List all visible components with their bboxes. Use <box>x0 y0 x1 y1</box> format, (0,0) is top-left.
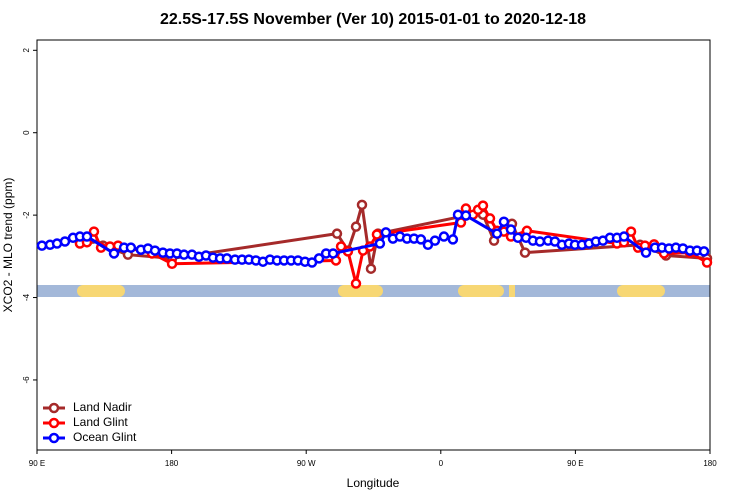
x-tick-label: 90 E <box>567 459 583 468</box>
series-point <box>221 253 233 264</box>
series-point <box>701 257 713 268</box>
series-point <box>519 247 531 258</box>
series-point <box>108 248 120 259</box>
y-tick-label: -4 <box>22 293 31 301</box>
x-tick-label: 180 <box>165 459 179 468</box>
legend-label: Land Nadir <box>73 400 132 414</box>
series-line <box>92 203 708 271</box>
series-point <box>331 228 343 239</box>
series-point <box>477 200 489 211</box>
series-point <box>350 221 362 232</box>
series-point <box>327 248 339 259</box>
legend-marker <box>48 417 60 429</box>
legend-marker <box>48 432 60 444</box>
series-point <box>429 235 441 246</box>
x-tick-label: 0 <box>439 459 444 468</box>
series-point <box>484 213 496 224</box>
series-point <box>125 242 137 253</box>
series-point <box>313 253 325 264</box>
series-point <box>534 236 546 247</box>
legend-label: Land Glint <box>73 415 128 429</box>
series-point <box>81 231 93 242</box>
series-point <box>625 226 637 237</box>
series-point <box>88 226 100 237</box>
x-axis-label: Longitude <box>347 476 400 490</box>
y-tick-label: 2 <box>22 48 31 53</box>
chart-title: 22.5S-17.5S November (Ver 10) 2015-01-01… <box>160 11 586 28</box>
x-tick-label: 90 W <box>297 459 316 468</box>
series-point <box>365 263 377 274</box>
series-point <box>460 210 472 221</box>
x-tick-label: 90 E <box>29 459 45 468</box>
series-point <box>438 231 450 242</box>
series-point <box>415 234 427 245</box>
series-point <box>447 234 459 245</box>
series-point <box>618 231 630 242</box>
series-point <box>36 240 48 251</box>
legend-label: Ocean Glint <box>73 430 137 444</box>
series-point <box>498 216 510 227</box>
series-point <box>356 199 368 211</box>
y-tick-label: -6 <box>22 376 31 384</box>
series-point <box>640 247 652 258</box>
series-point <box>59 236 71 247</box>
legend-marker <box>48 402 60 414</box>
y-tick-label: -2 <box>22 211 31 219</box>
x-tick-label: 180 <box>703 459 717 468</box>
series-point <box>374 238 386 249</box>
series-point <box>380 227 392 238</box>
series-point <box>512 232 524 244</box>
series-point <box>371 229 383 240</box>
y-tick-label: 0 <box>22 130 31 135</box>
surface-strip <box>37 285 710 297</box>
series-point <box>491 228 503 239</box>
y-axis-label: XCO2 - MLO trend (ppm) <box>1 178 15 313</box>
series-point <box>350 278 362 289</box>
series-point <box>505 224 517 235</box>
series-point <box>166 258 178 269</box>
series-point <box>698 246 710 257</box>
